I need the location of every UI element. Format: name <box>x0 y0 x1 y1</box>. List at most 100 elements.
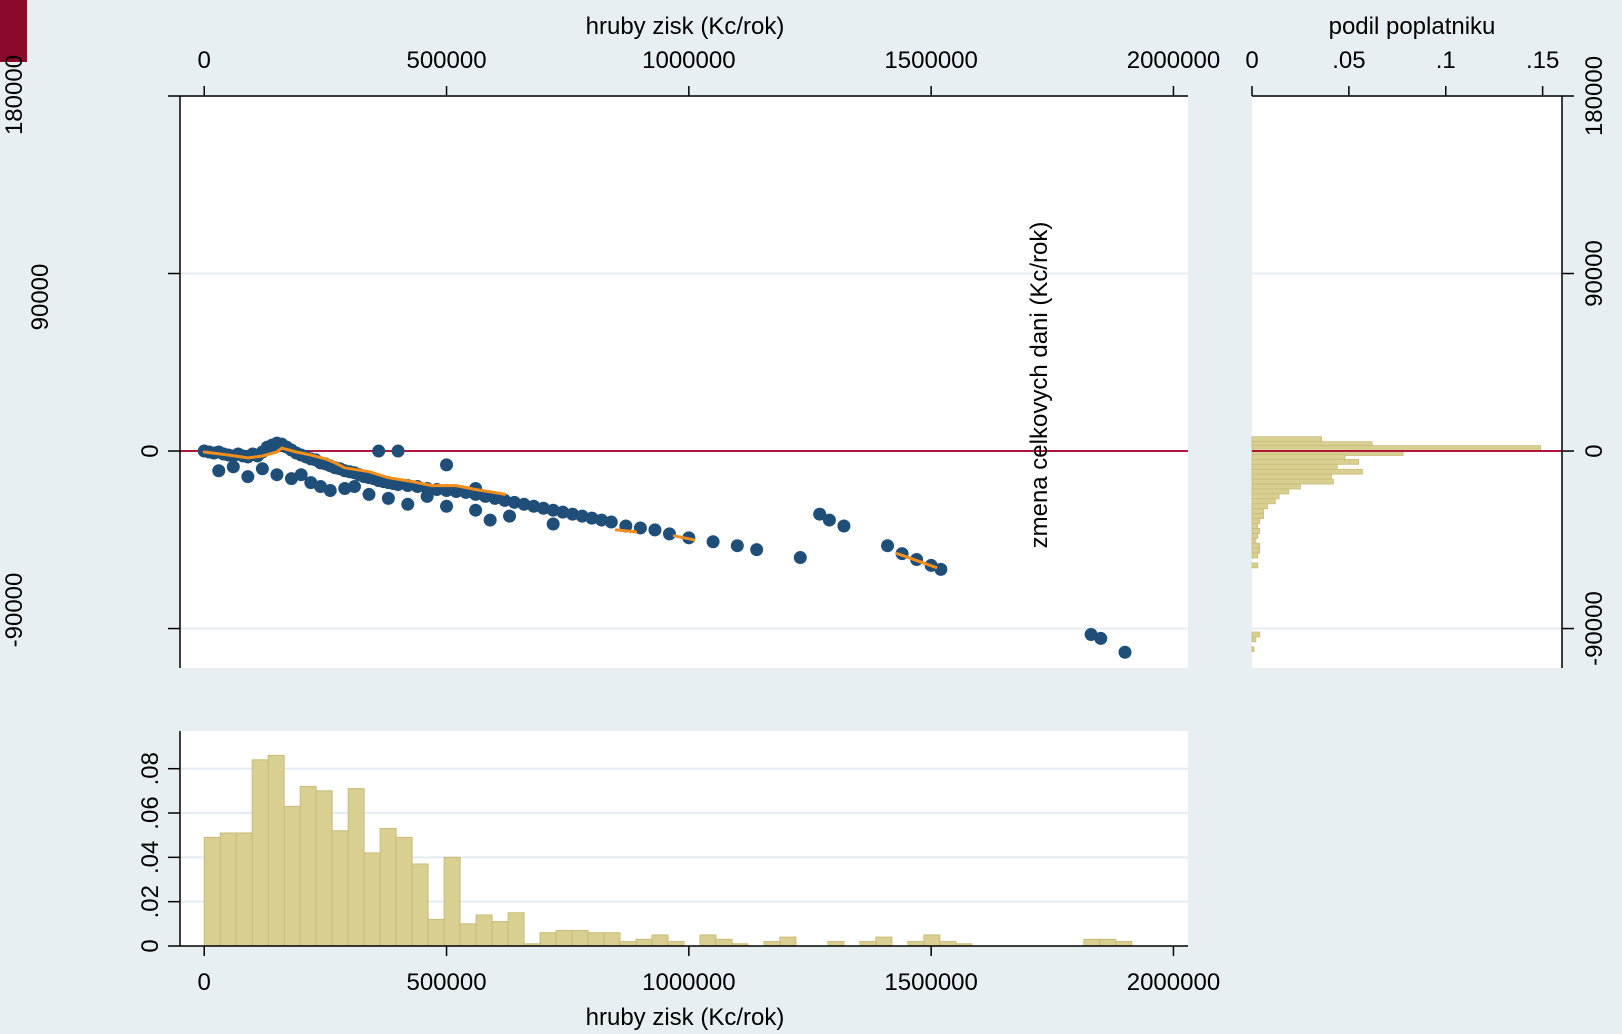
bottom-histogram-bar <box>491 921 509 947</box>
bottom-histogram-bar <box>459 923 477 947</box>
bottom-histogram-bar <box>923 934 941 947</box>
right-histogram-bar <box>1251 508 1265 515</box>
right-histogram-bar <box>1251 503 1268 510</box>
scatter-point <box>255 462 269 476</box>
scatter-point <box>391 444 405 458</box>
scatter-point <box>401 497 415 511</box>
scatter-point <box>604 515 618 529</box>
scatter-x-axis-title: hruby zisk (Kc/rok) <box>586 13 785 40</box>
scatter-point <box>730 539 744 553</box>
scatter-point <box>556 505 570 519</box>
scatter-point <box>478 489 492 503</box>
bottom-histogram-bar <box>699 934 717 947</box>
scatter-point <box>546 517 560 531</box>
scatter-point <box>212 464 226 478</box>
right-histogram-bar <box>1251 488 1290 495</box>
right-histogram-x-tick-label: .1 <box>1436 47 1456 74</box>
smoothed-line <box>202 446 938 569</box>
bottom-histogram-bar <box>283 805 301 947</box>
scatter-point <box>270 468 284 482</box>
scatter-point <box>750 543 764 557</box>
right-histogram-bar <box>1251 513 1265 519</box>
bottom-histogram-bar <box>1099 938 1117 947</box>
right-histogram-bar <box>1251 454 1346 460</box>
scatter-point <box>449 484 463 498</box>
right-histogram-x-tick-label: .05 <box>1332 47 1365 74</box>
scatter-x-tick-label: 1000000 <box>642 47 735 74</box>
scatter-point <box>294 468 308 482</box>
scatter-point <box>1094 631 1108 645</box>
bottom-histogram-bar <box>539 932 557 947</box>
right-histogram-bar <box>1251 523 1259 529</box>
bottom-histogram-bar <box>411 863 429 947</box>
scatter-point <box>420 489 434 503</box>
scatter-panel: 0 500000 1000000 1500000 2000000 0 hruby zisk… <box>137 13 1220 668</box>
right-histogram-bar <box>1251 532 1259 539</box>
bottom-histogram-y-tick-label: .06 <box>137 796 164 829</box>
right-histogram-bar <box>1251 436 1323 443</box>
scatter-point <box>595 513 609 527</box>
scatter-x-tick-label: 1500000 <box>884 47 977 74</box>
bottom-histogram-x-tick-label: 1000000 <box>642 969 735 996</box>
bottom-histogram-bar <box>875 936 893 947</box>
smoothed-line-segment <box>672 534 696 542</box>
scatter-point <box>372 444 386 458</box>
scatter-point <box>934 562 948 576</box>
bottom-histogram-bar <box>347 788 365 947</box>
scatter-axes: 0 500000 1000000 1500000 2000000 0 <box>137 47 1220 668</box>
right-histogram-y-tick-label: 0 <box>1581 444 1608 457</box>
right-histogram-axes: 0 .05 .1 .15 -90000 0 90000 180000 <box>1245 47 1608 668</box>
scatter-point <box>546 503 560 517</box>
scatter-point <box>517 497 531 511</box>
right-histogram-bar <box>1251 445 1542 451</box>
bottom-histogram-x-tick-label: 500000 <box>406 969 486 996</box>
scatter-point <box>469 503 483 517</box>
scatter-x-tick-label: 0 <box>198 47 211 74</box>
scatter-point <box>338 482 352 496</box>
bottom-histogram-bar <box>475 914 493 947</box>
right-histogram-bar <box>1251 537 1257 544</box>
bottom-histogram-y-tick-label: .02 <box>137 885 164 918</box>
scatter-point <box>566 507 580 521</box>
bottom-histogram-bar <box>299 785 317 947</box>
scatter-points <box>197 436 1132 659</box>
scatter-point <box>241 470 255 484</box>
bottom-histogram-x-tick-label: 0 <box>198 969 211 996</box>
scatter-point <box>391 478 405 492</box>
bottom-histogram-bar <box>315 790 333 947</box>
bottom-histogram-bar <box>1083 938 1101 947</box>
smoothed-line-segment <box>614 528 637 534</box>
right-histogram-bar <box>1251 562 1259 569</box>
scatter-point <box>813 507 827 521</box>
bottom-histogram-y-tick-label: 0 <box>137 939 164 952</box>
scatter-point <box>633 521 647 535</box>
bottom-histogram-bar <box>219 832 237 947</box>
scatter-point <box>1118 645 1132 659</box>
scatter-point <box>527 499 541 513</box>
corner-tab <box>0 0 27 62</box>
right-histogram-bar <box>1251 493 1280 500</box>
scatter-point <box>575 509 589 523</box>
bottom-histogram-bar <box>203 836 221 947</box>
bottom-histogram-x-axis-title: hruby zisk (Kc/rok) <box>586 1004 785 1031</box>
scatter-point <box>662 527 676 541</box>
bottom-histogram-bar <box>363 852 381 947</box>
bottom-histogram-bar <box>251 759 269 947</box>
left-edge-label-middle: 90000 <box>27 264 54 331</box>
bottom-histogram-bar <box>555 929 573 947</box>
scatter-point <box>585 511 599 525</box>
bottom-histogram-x-tick-label: 1500000 <box>884 969 977 996</box>
right-histogram-y-tick-label: 180000 <box>1581 56 1608 136</box>
right-histogram-plot-area <box>1252 96 1562 668</box>
scatter-point <box>440 483 454 497</box>
bottom-histogram-bar <box>715 938 733 947</box>
scatter-point <box>507 495 521 509</box>
scatter-point <box>226 460 240 474</box>
scatter-y-tick-label: 0 <box>137 444 164 457</box>
bottom-histogram-bar <box>571 929 589 947</box>
right-histogram-y-tick-label: -90000 <box>1581 591 1608 666</box>
bottom-histogram-bar <box>587 932 605 947</box>
right-histogram-y-tick-label: 90000 <box>1581 240 1608 307</box>
right-histogram-bar <box>1251 518 1261 524</box>
